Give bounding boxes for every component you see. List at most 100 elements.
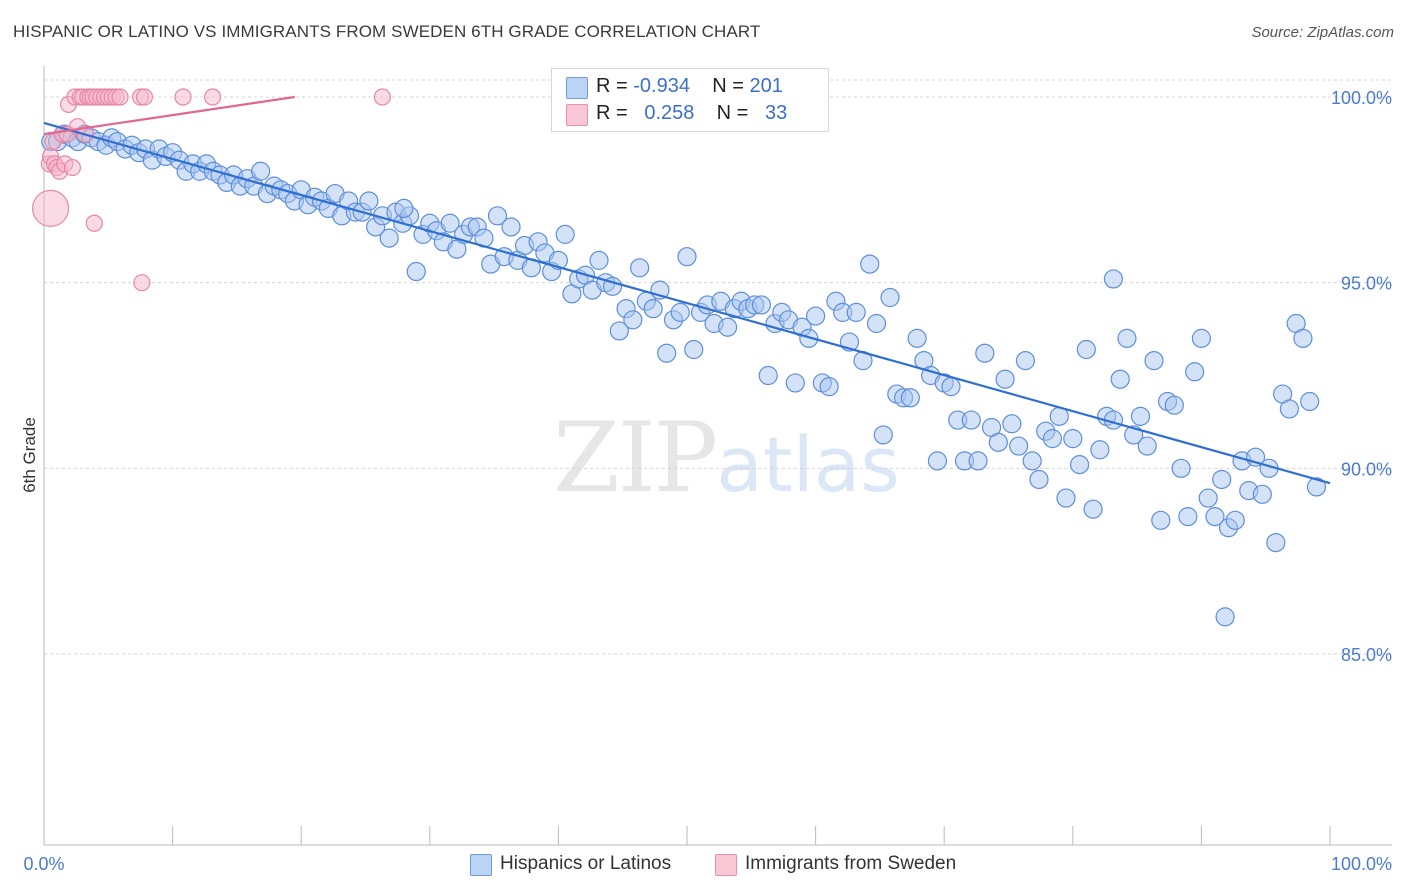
data-point-hispanics [623,310,643,330]
data-point-sweden [373,88,391,106]
data-point-hispanics [1306,477,1327,497]
data-point-hispanics [880,287,900,308]
data-point-hispanics [609,321,629,341]
data-point-hispanics [1279,399,1299,419]
chart-title: HISPANIC OR LATINO VS IMMIGRANTS FROM SW… [13,22,761,41]
y-axis-title: 6th Grade [20,417,39,493]
data-point-hispanics [961,410,981,430]
axis-labels: 100.0% 95.0% 90.0% 85.0% 0.0% 100.0% 6th Grade [20,88,1392,874]
data-point-hispanics [1063,429,1083,449]
data-point-sweden [85,214,103,232]
series-sweden-points [31,88,391,292]
data-point-hispanics [1144,351,1164,371]
source-credit: Source: ZipAtlas.com [1251,24,1394,41]
legend-n-label: N = [716,102,754,124]
watermark-atlas: atlas [716,420,900,509]
data-point-hispanics [758,365,778,386]
y-tick-label: 100.0% [1331,88,1392,108]
data-point-sweden [204,88,222,106]
x-tick-label: 0.0% [23,854,64,874]
data-point-sweden [174,88,192,106]
legend-r-label: R = [596,75,634,97]
data-point-hispanics [819,377,839,397]
data-point-hispanics [379,228,399,248]
y-tick-label: 95.0% [1341,274,1392,294]
data-point-hispanics [1191,328,1212,348]
data-point-hispanics [1198,488,1218,508]
data-point-hispanics [1015,351,1036,371]
data-point-hispanics [657,343,677,363]
data-point-hispanics [995,369,1015,389]
data-point-sweden [31,189,70,227]
stats-legend: R = -0.934 N = 201 R = 0.258 N = 33 [551,68,829,132]
data-point-hispanics [440,213,460,233]
data-point-hispanics [1076,339,1096,360]
data-point-hispanics [555,224,575,244]
data-point-sweden [63,158,82,177]
data-point-hispanics [589,250,609,270]
data-point-hispanics [1171,458,1191,478]
data-point-hispanics [927,451,948,471]
data-point-hispanics [406,261,426,282]
legend-r-value: -0.934 [633,75,690,97]
data-point-hispanics [900,388,920,408]
data-point-hispanics [684,339,704,360]
legend-swatch-pink [715,854,737,876]
data-point-hispanics [1042,429,1063,449]
data-point-hispanics [1205,507,1225,527]
legend-n-value: 33 [765,102,788,124]
data-point-hispanics [487,206,508,226]
data-point-hispanics [975,343,995,363]
trend-line-sweden [43,95,295,136]
data-point-hispanics [670,302,690,322]
data-point-hispanics [1178,507,1198,527]
data-point-hispanics [677,247,697,267]
data-point-sweden [133,274,151,292]
data-point-hispanics [1103,269,1124,289]
data-point-hispanics [643,299,663,319]
series-hispanics-points [41,124,1327,627]
data-point-hispanics [907,328,927,348]
data-point-hispanics [1117,328,1137,348]
legend-label: Hispanics or Latinos [500,853,672,874]
legend-swatch-blue [470,854,492,876]
data-point-hispanics [1266,532,1286,553]
data-point-hispanics [1137,436,1157,456]
data-point-hispanics [1029,469,1049,490]
legend-label: Immigrants from Sweden [745,853,957,874]
data-point-hispanics [968,451,988,471]
watermark: ZIPatlas [553,402,900,514]
y-tick-label: 90.0% [1341,459,1392,479]
legend-swatch-pink [566,104,588,126]
data-point-hispanics [359,191,379,211]
data-point-hispanics [250,161,271,181]
data-point-hispanics [751,295,772,315]
data-point-hispanics [1009,436,1029,456]
data-point-hispanics [394,198,414,218]
data-point-hispanics [846,302,866,322]
data-point-hispanics [785,373,805,393]
data-point-hispanics [941,377,961,397]
data-point-sweden [111,88,129,106]
data-point-hispanics [1002,414,1022,434]
data-point-hispanics [1110,369,1130,389]
data-point-hispanics [1212,469,1232,490]
data-point-hispanics [873,425,893,445]
data-point-hispanics [1056,488,1076,508]
data-point-hispanics [860,254,880,274]
data-point-hispanics [1083,499,1103,519]
data-point-hispanics [1225,510,1245,530]
data-point-hispanics [1215,607,1235,627]
legend-n-value: 201 [749,75,783,97]
data-point-hispanics [501,217,521,237]
x-tick-label: 100.0% [1331,854,1392,874]
data-point-hispanics [866,313,887,334]
data-point-hispanics [1022,451,1042,471]
trend-lines [43,95,1331,485]
y-tick-label: 85.0% [1341,645,1392,665]
legend-swatch-blue [566,77,588,99]
data-point-hispanics [799,328,819,348]
data-point-hispanics [1130,406,1151,426]
legend-r-label: R = [596,102,634,124]
data-point-hispanics [805,306,826,326]
